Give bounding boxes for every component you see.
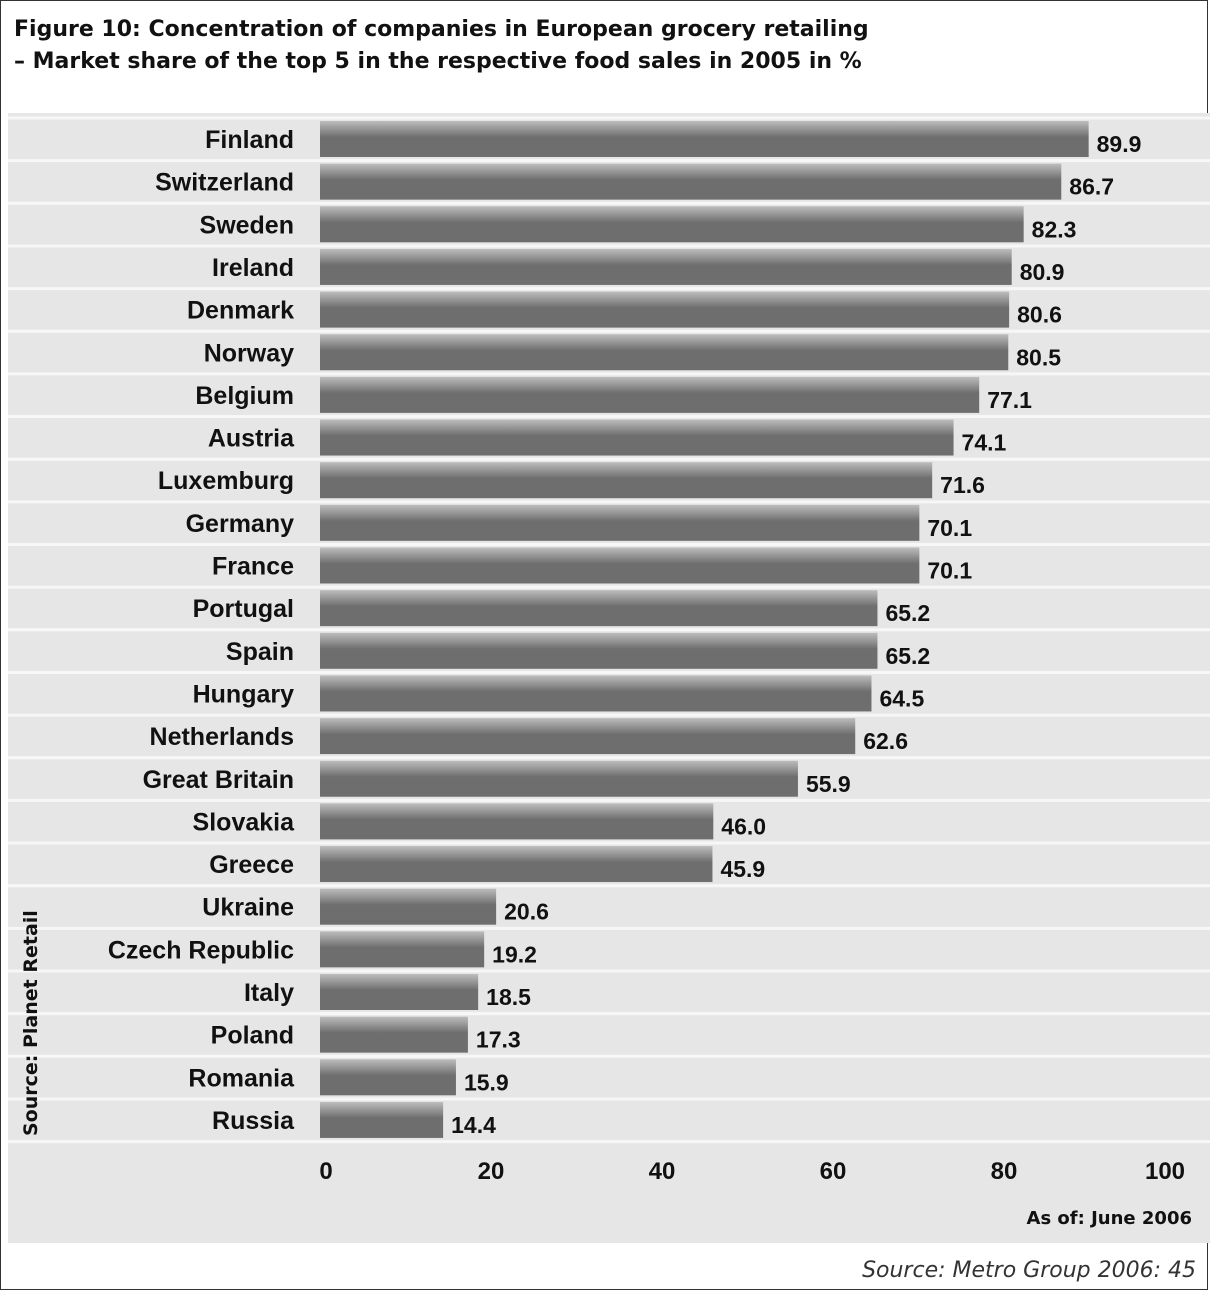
bar-luxemburg (320, 462, 933, 499)
bar-greece (320, 846, 713, 883)
bar-norway (320, 334, 1009, 371)
value-label: 80.6 (1017, 302, 1062, 328)
bar-czech-republic (320, 931, 485, 968)
value-label: 17.3 (476, 1027, 521, 1053)
category-label: Ukraine (202, 894, 294, 922)
category-label: Slovakia (193, 808, 296, 836)
bar-france (320, 547, 920, 584)
category-label: Poland (211, 1022, 294, 1050)
value-label: 82.3 (1032, 216, 1077, 242)
category-label: Netherlands (150, 723, 294, 751)
category-label: Germany (186, 510, 294, 538)
category-label: Russia (212, 1107, 295, 1135)
value-label: 77.1 (987, 387, 1032, 413)
value-label: 65.2 (885, 600, 930, 626)
figure-title: Figure 10: Concentration of companies in… (14, 14, 869, 78)
as-of-date: As of: June 2006 (1026, 1208, 1192, 1229)
bar-belgium (320, 376, 980, 413)
category-label: Romania (188, 1064, 295, 1092)
x-tick-label: 0 (319, 1158, 332, 1185)
value-label: 80.5 (1016, 344, 1061, 370)
bar-ukraine (320, 888, 497, 925)
category-label: Belgium (195, 382, 294, 410)
category-label: Sweden (200, 211, 294, 239)
category-label: Portugal (193, 595, 294, 623)
value-label: 14.4 (451, 1112, 496, 1138)
value-label: 70.1 (927, 515, 972, 541)
bar-italy (320, 974, 479, 1010)
figure-title-line-2: – Market share of the top 5 in the respe… (14, 49, 862, 74)
bar-great-britain (320, 760, 798, 797)
category-label: Hungary (193, 680, 295, 708)
value-label: 80.9 (1020, 259, 1065, 285)
bar-portugal (320, 590, 878, 627)
category-label: Spain (226, 638, 294, 666)
value-label: 65.2 (885, 643, 930, 669)
x-tick-label: 20 (478, 1158, 505, 1185)
category-label: Italy (244, 979, 294, 1007)
bar-spain (320, 632, 878, 669)
category-label: Greece (209, 851, 294, 879)
value-label: 15.9 (464, 1069, 509, 1095)
value-label: 20.6 (504, 899, 549, 925)
bar-finland (320, 121, 1089, 157)
bar-sweden (320, 206, 1024, 243)
bar-austria (320, 419, 954, 456)
category-label: Austria (208, 425, 295, 453)
bar-russia (320, 1101, 444, 1138)
category-label: Great Britain (143, 766, 294, 794)
bar-denmark (320, 291, 1010, 328)
value-label: 89.9 (1097, 131, 1142, 157)
category-label: Denmark (187, 297, 294, 325)
value-label: 86.7 (1069, 174, 1114, 200)
value-label: 64.5 (879, 685, 924, 711)
bar-hungary (320, 675, 872, 712)
bar-slovakia (320, 803, 714, 840)
x-tick-label: 100 (1145, 1158, 1185, 1185)
bar-germany (320, 504, 920, 541)
bar-netherlands (320, 718, 856, 755)
category-label: Ireland (212, 254, 294, 282)
x-tick-label: 80 (991, 1158, 1018, 1185)
figure-title-line-1: Figure 10: Concentration of companies in… (14, 17, 869, 42)
bar-romania (320, 1059, 456, 1096)
value-label: 18.5 (486, 984, 531, 1010)
category-label: Finland (205, 126, 294, 154)
value-label: 19.2 (492, 941, 537, 967)
category-label: Switzerland (155, 169, 294, 197)
footer-source: Source: Metro Group 2006: 45 (862, 1258, 1196, 1283)
bar-switzerland (320, 163, 1062, 200)
value-label: 55.9 (806, 771, 851, 797)
value-label: 45.9 (720, 856, 765, 882)
value-label: 70.1 (927, 558, 972, 584)
bar-poland (320, 1016, 468, 1053)
category-label: Luxemburg (158, 467, 294, 495)
bar-ireland (320, 248, 1012, 285)
x-tick-label: 60 (820, 1158, 847, 1185)
side-source-label: Source: Planet Retail (20, 910, 42, 1136)
category-label: Czech Republic (108, 936, 294, 964)
value-label: 74.1 (962, 430, 1007, 456)
category-label: Norway (204, 339, 294, 367)
value-label: 46.0 (721, 813, 766, 839)
value-label: 71.6 (940, 472, 985, 498)
x-tick-label: 40 (649, 1158, 676, 1185)
value-label: 62.6 (863, 728, 908, 754)
category-label: France (212, 553, 294, 581)
bar-chart: Finland 89.9 Switzerland 86.7 Sweden 82.3 Irel… (8, 116, 1210, 1185)
